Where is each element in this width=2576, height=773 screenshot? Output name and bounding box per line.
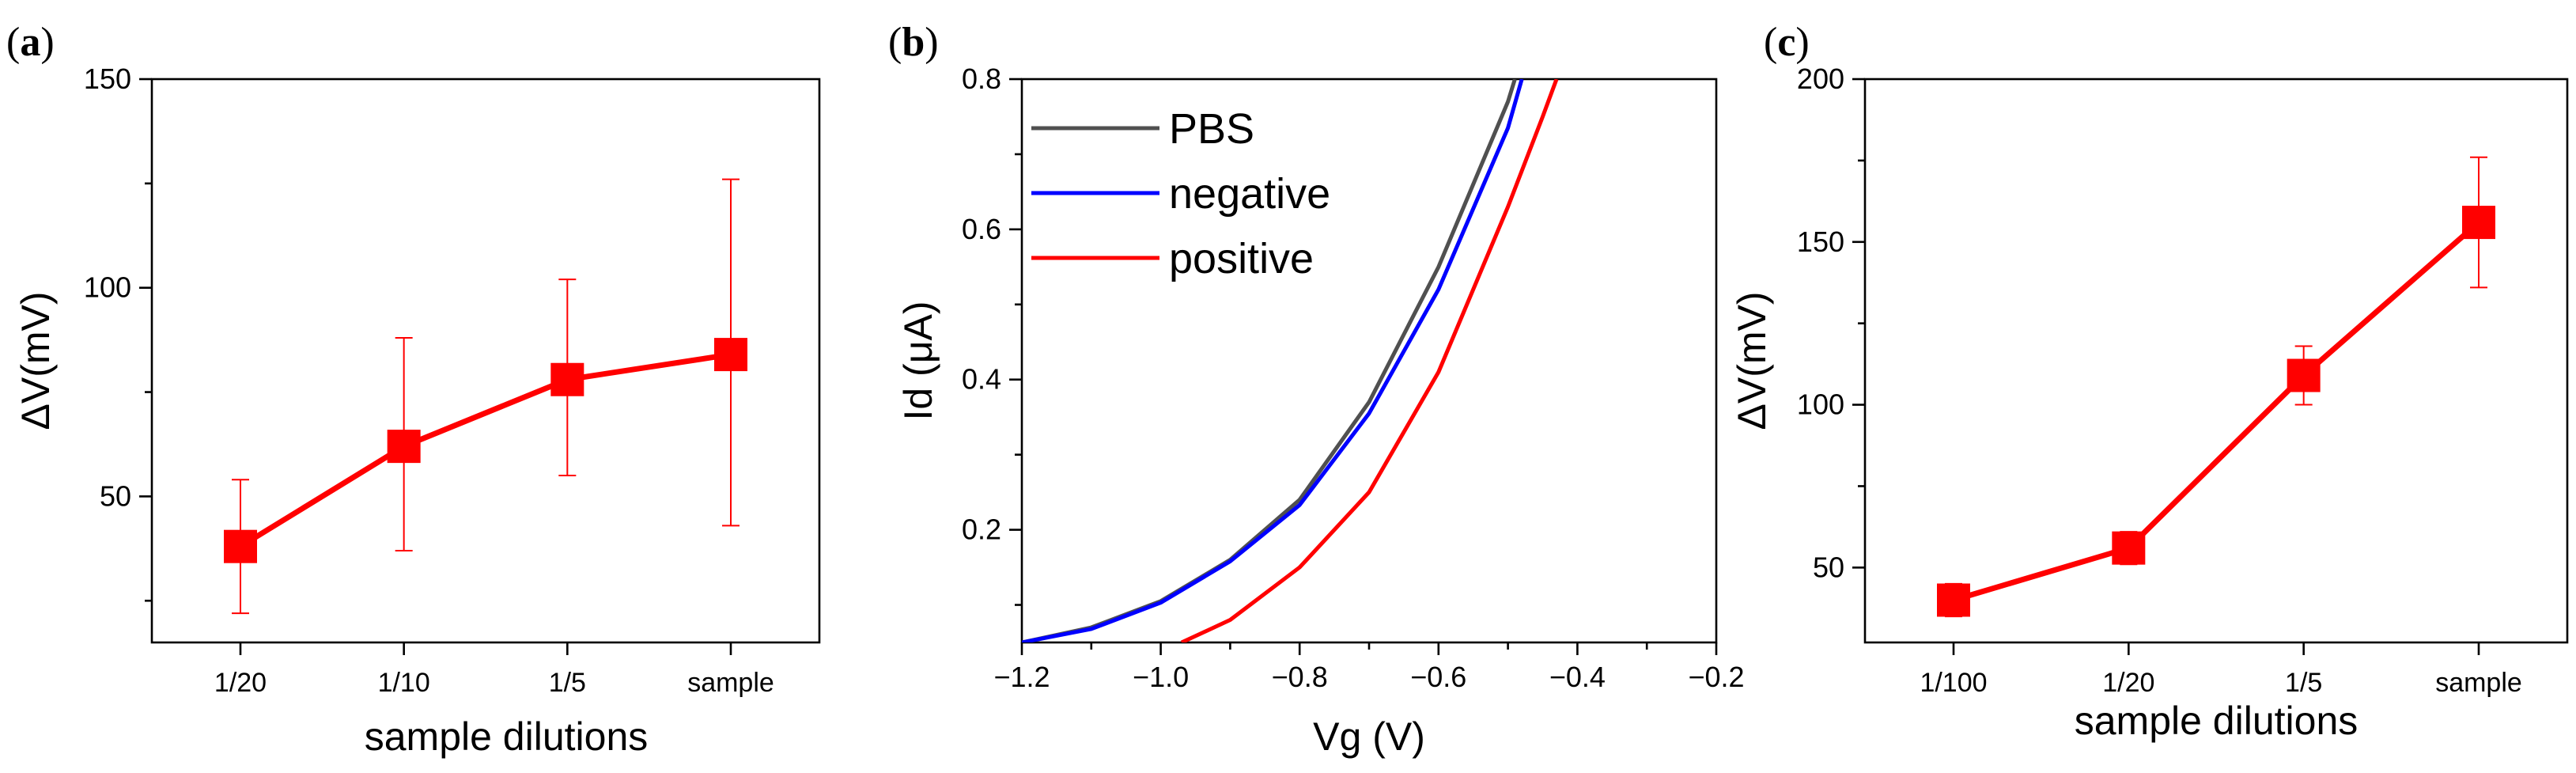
panel-c-ticks [1852,78,2480,655]
panel-b-plot-frame [1020,78,1718,644]
panel-c-plot-frame [1863,78,2569,644]
panel-c-series [1937,156,2495,618]
panel-a-series-line [239,351,732,549]
panel-c-x-axis-label: sample dilutions [2075,699,2358,743]
panel-c-data-point [2287,358,2321,392]
panel-b-y-tick-label: 0.6 [962,213,1001,245]
panel-b-y-axis-label: Id (μA) [896,301,940,420]
panel-b-y-tick-label: 0.4 [962,363,1001,396]
legend-label-positive: positive [1169,235,1314,282]
panel-b-tick-labels: 0.2 0.4 0.6 0.8 −1.2 −1.0 −0.8 −0.6 −0.4 −0.2 [962,63,1745,693]
legend-label-negative: negative [1169,170,1330,218]
panel-a-plot-frame [150,78,821,644]
panel-c: (c) 50 100 150 200 1/100 1/20 1/5 sample sample… [1730,20,2569,743]
panel-b-y-tick-label: 0.8 [962,63,1001,95]
panel-b-x-tick-label: −1.0 [1133,661,1189,693]
panel-a-data-point [224,529,257,563]
panel-a-y-tick-label: 100 [84,271,131,304]
panel-c-label-letter: c [1777,20,1795,65]
legend-label-pbs: PBS [1169,105,1254,153]
panel-b-label: (b) [888,20,939,65]
panel-b-series [1022,79,1559,642]
panel-a-series [224,178,747,615]
panel-c-data-point [1937,583,1970,617]
panel-a-label: (a) [6,20,55,65]
panel-c-series-line [1953,220,2481,603]
panel-b-x-tick-label: −0.8 [1272,661,1328,693]
panel-a-label-letter: a [20,20,40,65]
panel-b-label-letter: b [902,20,925,65]
panel-a-ticks [139,78,732,655]
panel-c-label: (c) [1764,20,1810,65]
panel-c-data-point [2112,531,2146,565]
panel-c-y-tick-label: 150 [1797,225,1844,258]
panel-a-x-tick-label: 1/10 [378,668,430,698]
panel-b-x-tick-label: −1.2 [993,661,1050,693]
panel-b-x-tick-label: −0.2 [1688,661,1744,693]
panel-c-x-tick-label: sample [2435,668,2522,698]
panel-a-tick-labels: 50 100 150 1/20 1/10 1/5 sample [84,63,774,698]
panel-c-y-tick-label: 100 [1797,388,1844,421]
panel-c-y-axis-label: ΔV(mV) [1730,291,1774,430]
panel-c-data-point [2462,206,2495,240]
panel-a-y-tick-label: 50 [100,479,131,512]
panel-b-x-tick-label: −0.4 [1549,661,1606,693]
panel-b-ticks [1009,78,1718,655]
panel-a-data-point [714,338,747,372]
panel-a: (a) 50 100 150 1/20 1/10 1/5 sample sample dil… [6,20,821,759]
panel-b-y-tick-label: 0.2 [962,513,1001,546]
panel-b: (b) 0.2 0.4 0.6 0.8 −1.2 −1.0 −0.8 −0.6 −0.4 −0.2… [888,20,1745,759]
panel-a-data-point [387,430,421,464]
panel-b-series-pbs [1022,79,1517,642]
panel-a-y-tick-label: 150 [84,63,131,95]
panel-a-x-axis-label: sample dilutions [365,714,649,759]
panel-a-y-axis-label: ΔV(mV) [13,291,58,430]
panel-c-y-tick-label: 50 [1813,551,1844,583]
panel-a-x-tick-label: sample [687,668,774,698]
panel-b-x-axis-label: Vg (V) [1313,714,1425,759]
panel-b-series-negative [1022,79,1524,642]
panel-a-x-tick-label: 1/5 [549,668,586,698]
panel-c-x-tick-label: 1/20 [2102,668,2154,698]
panel-b-legend: PBS negative positive [1031,105,1330,282]
panel-c-y-tick-label: 200 [1797,63,1844,95]
panel-b-series-positive [1180,79,1559,642]
panel-b-x-tick-label: −0.6 [1410,661,1466,693]
panel-c-x-tick-label: 1/100 [1920,668,1987,698]
panel-a-x-tick-label: 1/20 [214,668,267,698]
panel-c-tick-labels: 50 100 150 200 1/100 1/20 1/5 sample [1797,63,2522,698]
panel-c-x-tick-label: 1/5 [2285,668,2322,698]
panel-a-data-point [550,362,584,396]
